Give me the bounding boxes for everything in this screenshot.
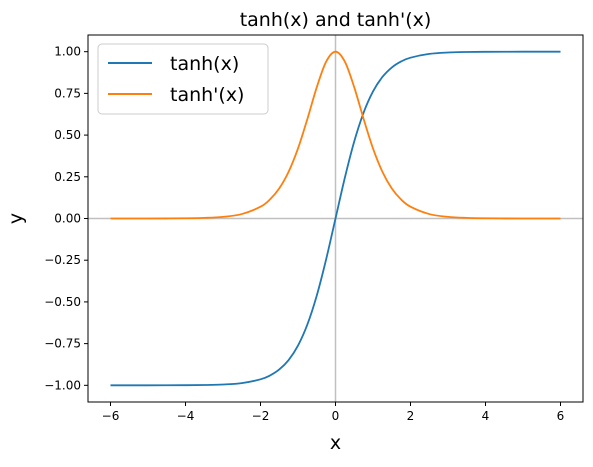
y-tick-label: 0.75 <box>54 86 81 100</box>
y-tick-label: 0.25 <box>54 170 81 184</box>
chart-title: tanh(x) and tanh'(x) <box>240 9 432 31</box>
y-tick-label: 0.00 <box>54 212 81 226</box>
y-tick-label: −0.75 <box>44 337 81 351</box>
x-axis-label: x <box>330 432 341 454</box>
y-tick-label: 0.50 <box>54 128 81 142</box>
legend-label: tanh'(x) <box>170 84 244 106</box>
series-line-tanh-derivative <box>110 50 561 220</box>
y-tick-label: −1.00 <box>44 378 81 392</box>
x-tick-label: 4 <box>482 409 490 423</box>
y-axis-label: y <box>5 213 27 224</box>
x-tick-label: 2 <box>407 409 415 423</box>
x-tick-label: −4 <box>177 409 195 423</box>
plot-area: −6 −4 −2 0 2 4 6 −1.00 −0.75 −0.50 −0.25 0.00 0.25 0.… <box>44 34 584 423</box>
y-tick-label: −0.25 <box>44 253 81 267</box>
x-tick-label: −6 <box>102 409 120 423</box>
series-line-tanh <box>110 50 561 387</box>
x-tick-label: 0 <box>332 409 340 423</box>
y-tick-label: −0.50 <box>44 295 81 309</box>
x-tick-label: −2 <box>252 409 270 423</box>
y-tick-label: 1.00 <box>54 45 81 59</box>
legend-box <box>97 43 269 115</box>
legend-label: tanh(x) <box>170 53 239 75</box>
x-tick-label: 6 <box>557 409 565 423</box>
legend: tanh(x) tanh'(x) <box>97 43 269 115</box>
